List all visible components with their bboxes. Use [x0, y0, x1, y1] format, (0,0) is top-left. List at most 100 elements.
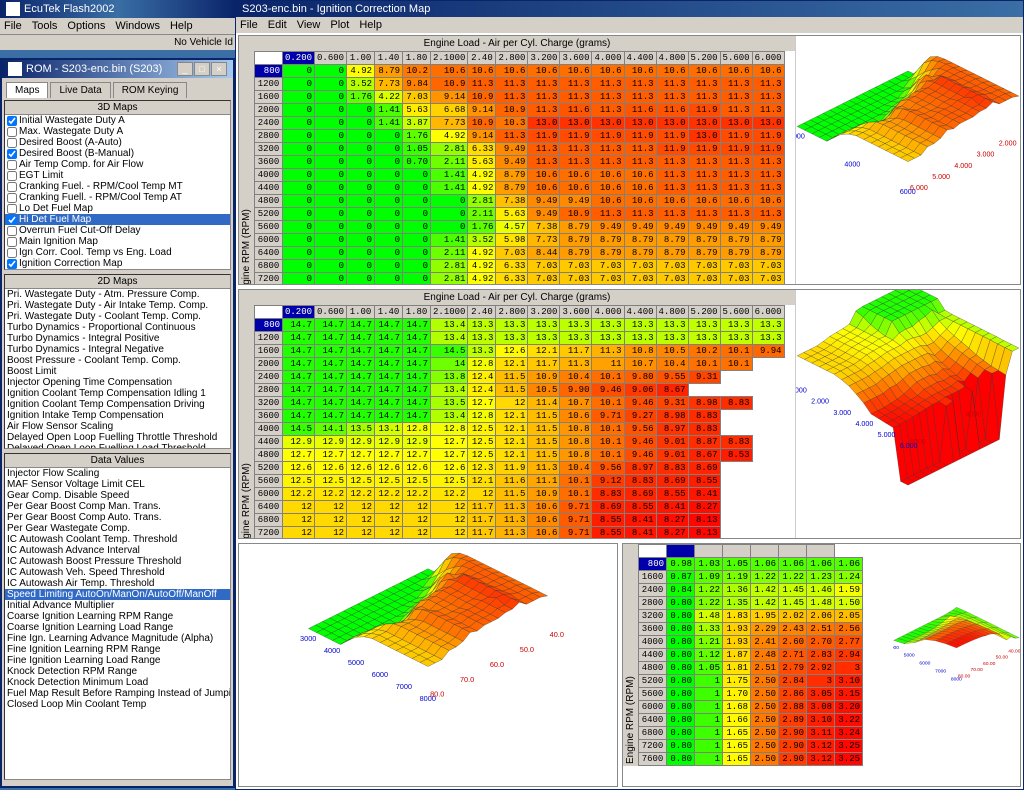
list-item[interactable]: Boost Limit [5, 366, 230, 377]
list-item[interactable]: Coarse Ignition Learning Load Range [5, 622, 230, 633]
menu-options[interactable]: Options [67, 20, 105, 32]
list-item[interactable]: Delayed Open Loop Fuelling Load Threshol… [5, 443, 230, 449]
3d-maps-list[interactable]: 3D Maps Initial Wastegate Duty AMax. Was… [4, 100, 231, 270]
list-item[interactable]: Injector Flow Scaling [5, 468, 230, 479]
list-item[interactable]: Hi Det Fuel Map [5, 214, 230, 225]
list-item[interactable]: Cranking Fuel. - RPM/Cool Temp MT [5, 181, 230, 192]
list-item[interactable]: EGT Limit [5, 170, 230, 181]
list-item[interactable]: Main Ignition Map [5, 236, 230, 247]
menu-file[interactable]: File [4, 20, 22, 32]
minimize-btn[interactable]: _ [177, 62, 193, 76]
list-item[interactable]: Cranking Fuell. - RPM/Cool Temp AT [5, 192, 230, 203]
list-item[interactable]: Lo Det Fuel Map [5, 203, 230, 214]
menu-windows[interactable]: Windows [115, 20, 160, 32]
svg-text:40.00: 40.00 [1008, 648, 1020, 654]
data-values-list[interactable]: Data Values Injector Flow ScalingMAF Sen… [4, 453, 231, 780]
checkbox[interactable] [7, 127, 17, 137]
list-item[interactable]: Injector Opening Time Compensation [5, 377, 230, 388]
list-item[interactable]: Fuel Map Result Before Ramping Instead o… [5, 688, 230, 699]
list-item[interactable]: Closed Loop Min Coolant Temp [5, 699, 230, 710]
list-item[interactable]: Turbo Dynamics - Integral Positive [5, 333, 230, 344]
list-item[interactable]: Air Temp Comp. for Air Flow [5, 159, 230, 170]
tab-rom-keying[interactable]: ROM Keying [113, 82, 188, 98]
map-menu-view[interactable]: View [297, 19, 321, 31]
list-item[interactable]: Coarse Ignition Learning RPM Range [5, 611, 230, 622]
close-btn[interactable]: × [211, 62, 227, 76]
list-item[interactable]: Ignition Coolant Temp Compensation Idlin… [5, 388, 230, 399]
map-menu-plot[interactable]: Plot [330, 19, 349, 31]
svg-text:1.000: 1.000 [796, 387, 807, 395]
list-item[interactable]: IC Autowash Veh. Speed Threshold [5, 567, 230, 578]
list-item[interactable]: IC Autowash Coolant Temp. Threshold [5, 534, 230, 545]
checkbox[interactable] [7, 182, 17, 192]
checkbox[interactable] [7, 138, 17, 148]
list-item[interactable]: Per Gear Wastegate Comp. [5, 523, 230, 534]
map-menu-help[interactable]: Help [359, 19, 382, 31]
checkbox[interactable] [7, 237, 17, 247]
list-item[interactable]: Pri. Wastegate Duty - Coolant Temp. Comp… [5, 311, 230, 322]
list-item[interactable]: Desired Boost (A-Auto) [5, 137, 230, 148]
list-item[interactable]: Turbo Dynamics - Integral Negative [5, 344, 230, 355]
list-item[interactable]: Ign Corr. Cool. Temp vs Eng. Load [5, 247, 230, 258]
list-item[interactable]: Knock Detection RPM Range [5, 666, 230, 677]
list-item[interactable]: Delayed Open Loop Fuelling Throttle Thre… [5, 432, 230, 443]
list-item[interactable]: MAF Sensor Voltage Limit CEL [5, 479, 230, 490]
menu-tools[interactable]: Tools [32, 20, 58, 32]
list-item[interactable]: Boost Pressure - Coolant Temp. Comp. [5, 355, 230, 366]
top-table[interactable]: 0.2000.6001.001.401.802.10002.402.8003.2… [254, 51, 785, 284]
list-item[interactable]: Overrun Fuel Cut-Off Delay [5, 225, 230, 236]
map-titlebar: S203-enc.bin - Ignition Correction Map [236, 1, 1023, 17]
map-menu-edit[interactable]: Edit [268, 19, 287, 31]
checkbox[interactable] [7, 226, 17, 236]
list-item[interactable]: Max. Wastegate Duty A [5, 126, 230, 137]
checkbox[interactable] [7, 116, 17, 126]
list-item[interactable]: Gear Comp. Disable Speed [5, 490, 230, 501]
list-item[interactable]: IC Autowash Air Temp. Threshold [5, 578, 230, 589]
list-item[interactable]: Pri. Wastegate Duty - Atm. Pressure Comp… [5, 289, 230, 300]
checkbox[interactable] [7, 259, 17, 269]
checkbox[interactable] [7, 171, 17, 181]
list-item[interactable]: Desired Boost (B-Manual) [5, 148, 230, 159]
list-item[interactable]: Fine Ignition Learning Load Range [5, 655, 230, 666]
tab-live-data[interactable]: Live Data [50, 82, 110, 98]
svg-text:2000: 2000 [796, 133, 805, 141]
rom-title: ROM - S203-enc.bin (S203) [26, 63, 162, 75]
list-item[interactable]: Fine Ignition Learning RPM Range [5, 644, 230, 655]
list-item[interactable]: IC Autowash Boost Pressure Threshold [5, 556, 230, 567]
tab-maps[interactable]: Maps [6, 82, 48, 98]
map-menu-file[interactable]: File [240, 19, 258, 31]
list-item[interactable]: Turbo Dynamics - Proportional Continuous [5, 322, 230, 333]
menu-help[interactable]: Help [170, 20, 193, 32]
list-item[interactable]: Knock Detection Minimum Load [5, 677, 230, 688]
svg-text:2.000: 2.000 [999, 140, 1017, 148]
top-xlabel: Engine Load - Air per Cyl. Charge (grams… [239, 36, 795, 51]
checkbox[interactable] [7, 215, 17, 225]
list-item[interactable]: Load/RPM Target Lambda Bias Manual [5, 269, 230, 270]
checkbox[interactable] [7, 204, 17, 214]
checkbox[interactable] [7, 248, 17, 258]
rom-icon [8, 62, 22, 76]
list-item[interactable]: Ignition Coolant Temp Compensation Drivi… [5, 399, 230, 410]
list-item[interactable]: Air Flow Sensor Scaling [5, 421, 230, 432]
list-item[interactable]: Per Gear Boost Comp Auto. Trans. [5, 512, 230, 523]
svg-text:50.00: 50.00 [996, 655, 1009, 661]
list-item[interactable]: Per Gear Boost Comp Man. Trans. [5, 501, 230, 512]
small-table[interactable]: 8000.981.031.051.061.061.061.0616000.871… [638, 544, 863, 766]
mid-table[interactable]: 0.2000.6001.001.401.802.10002.402.8003.2… [254, 305, 785, 538]
2d-maps-list[interactable]: 2D Maps Pri. Wastegate Duty - Atm. Press… [4, 274, 231, 449]
mid-surface: 1.0002.0003.0004.0005.0006.0002000400060… [795, 290, 1020, 538]
checkbox[interactable] [7, 270, 17, 271]
list-item[interactable]: Fine Ign. Learning Advance Magnitude (Al… [5, 633, 230, 644]
list-item[interactable]: Ignition Intake Temp Compensation [5, 410, 230, 421]
list-item[interactable]: Speed Limiting AutoOn/ManOn/AutoOff/ManO… [5, 589, 230, 600]
checkbox[interactable] [7, 193, 17, 203]
checkbox[interactable] [7, 160, 17, 170]
list-item[interactable]: IC Autowash Advance Interval [5, 545, 230, 556]
svg-text:80.0: 80.0 [430, 690, 444, 699]
list-item[interactable]: Initial Wastegate Duty A [5, 115, 230, 126]
list-item[interactable]: Ignition Correction Map [5, 258, 230, 269]
list-item[interactable]: Pri. Wastegate Duty - Air Intake Temp. C… [5, 300, 230, 311]
maximize-btn[interactable]: □ [194, 62, 210, 76]
checkbox[interactable] [7, 149, 17, 159]
list-item[interactable]: Initial Advance Multiplier [5, 600, 230, 611]
